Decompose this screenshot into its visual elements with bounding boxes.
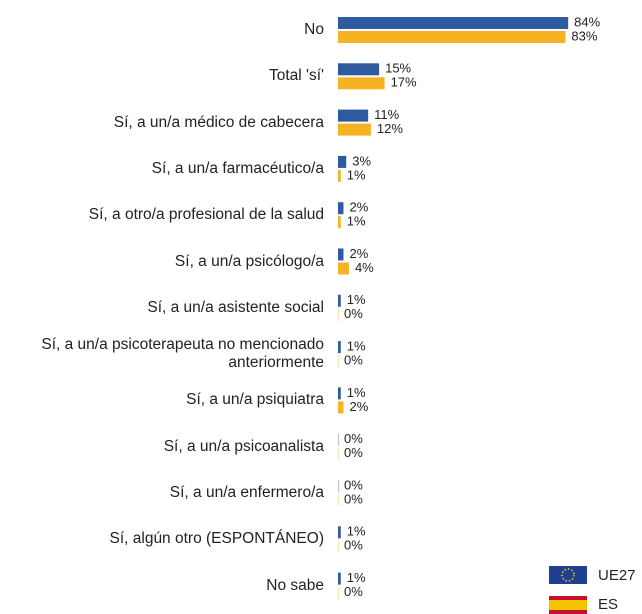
bar [338,262,349,275]
bar [338,401,344,414]
bar [338,63,380,76]
value-label: 0% [344,584,363,599]
bar-stub [338,447,340,460]
bar [338,202,344,215]
category-label: Sí, a un/a enfermero/a [169,484,324,501]
value-label: 17% [391,75,417,90]
bar [338,387,341,400]
value-label: 12% [377,121,403,136]
legend-label: UE27 [598,567,636,584]
value-label: 2% [349,200,368,215]
legend-label: ES [598,596,618,613]
bar-stub [338,586,340,599]
value-label: 1% [347,292,366,307]
value-label: 0% [344,306,363,321]
category-label: Sí, algún otro (ESPONTÁNEO) [109,530,325,548]
bar [338,123,371,136]
category-label: Sí, a un/a psiquiatra [186,391,324,409]
value-label: 1% [347,339,366,354]
bar [338,216,341,229]
category-label: Sí, a un/a psicoterapeuta no mencionado … [41,336,324,372]
value-label: 1% [347,385,366,400]
es-stripe [549,600,587,610]
value-label: 84% [574,14,600,29]
bar [338,341,341,354]
category-label: Sí, a un/a psicólogo/a [174,252,324,270]
bar-stub [338,308,340,321]
value-label: 3% [352,153,371,168]
category-label: Sí, a un/a farmacéutico/a [151,159,324,177]
value-label: 0% [344,538,363,553]
category-label: Sí, a un/a asistente social [147,298,324,316]
value-label: 0% [344,477,363,492]
value-label: 0% [344,491,363,506]
eu-flag [549,566,587,584]
bar [338,109,369,122]
bar-stub [338,433,340,446]
value-label: 15% [385,61,411,76]
category-label: No [304,21,324,38]
bar [338,17,569,29]
bar-stub [338,355,340,368]
bar [338,248,344,261]
value-label: 11% [374,107,399,122]
bar-stub [338,480,340,492]
category-label: Sí, a un/a médico de cabecera [113,113,324,131]
bar-stub [338,540,340,553]
category-label: No sabe [266,576,324,594]
value-label: 2% [349,246,368,261]
bar [338,77,385,90]
value-label: 1% [347,214,366,229]
bar [338,31,566,43]
category-label: Total 'sí' [268,67,324,85]
bar [338,526,341,539]
legend-flags [549,566,587,614]
bar [338,572,341,585]
value-label: 2% [349,399,368,414]
eu-stars [561,568,575,582]
value-label: 4% [355,260,374,275]
bar [338,169,341,182]
value-label: 0% [344,353,363,368]
value-label: 0% [344,431,363,446]
value-label: 1% [347,167,366,182]
bar [338,155,347,168]
value-label: 1% [347,570,366,585]
value-label: 83% [571,28,597,43]
category-label: Sí, a un/a psicoanalista [163,437,324,455]
bar-stub [338,494,340,506]
category-label: Sí, a otro/a profesional de la salud [88,206,324,224]
value-label: 0% [344,445,363,460]
bar [338,294,341,307]
value-label: 1% [347,524,366,539]
